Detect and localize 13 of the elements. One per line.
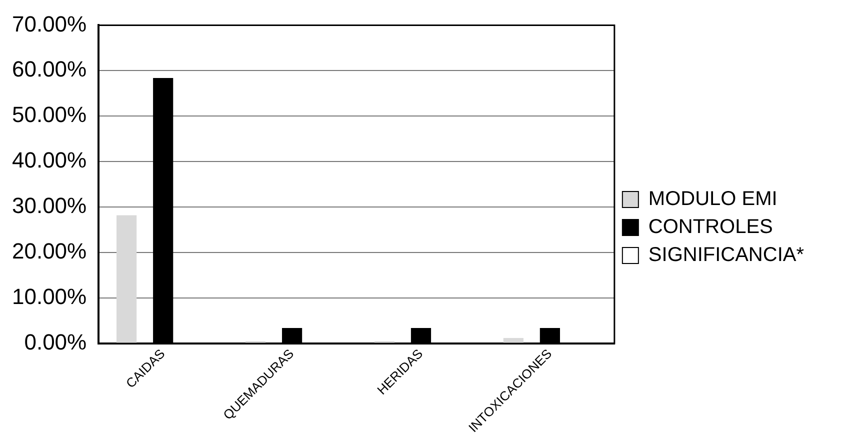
legend-label: CONTROLES	[648, 216, 773, 238]
y-tick-label: 70.00%	[12, 11, 87, 36]
y-tick-label: 0.00%	[24, 330, 87, 355]
legend-label: SIGNIFICANCIA*	[648, 244, 804, 266]
y-tick-label: 40.00%	[12, 148, 87, 173]
y-tick-label: 30.00%	[12, 193, 87, 218]
y-tick-label: 50.00%	[12, 102, 87, 128]
bar	[503, 338, 524, 343]
y-tick-label: 60.00%	[12, 56, 87, 82]
y-tick-label: 20.00%	[12, 238, 87, 264]
legend-label: MODULO EMI	[648, 188, 778, 210]
bar	[116, 215, 137, 343]
y-tick-label: 10.00%	[12, 284, 87, 310]
